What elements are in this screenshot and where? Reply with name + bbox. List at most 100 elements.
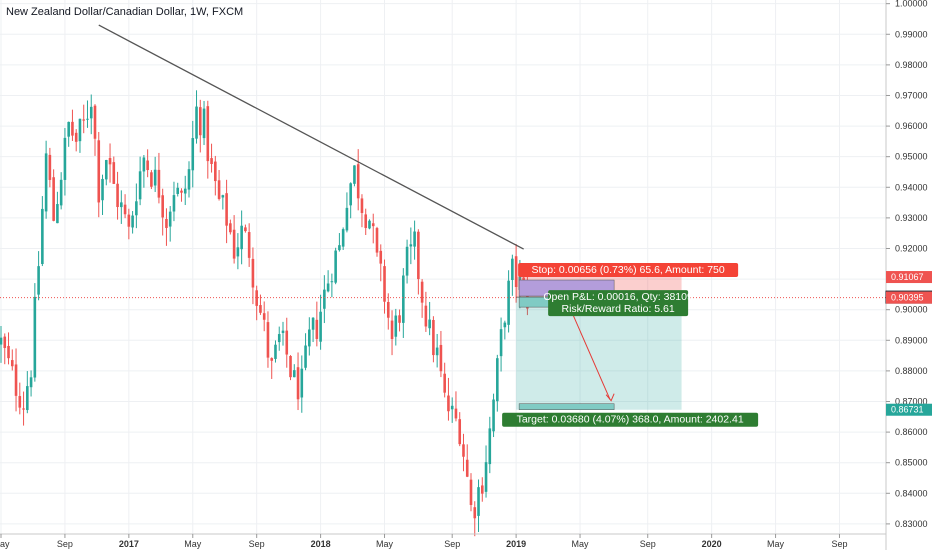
target-box xyxy=(518,403,615,410)
candle-body xyxy=(462,444,465,457)
candles xyxy=(0,90,529,537)
candle-body xyxy=(277,334,281,343)
candle-body xyxy=(251,258,255,288)
candle-body xyxy=(210,158,213,164)
candle-body xyxy=(417,231,420,280)
candle-body xyxy=(262,313,266,320)
candle-body xyxy=(97,140,101,203)
candle-body xyxy=(7,345,10,359)
candle-body xyxy=(18,396,22,408)
candle-body xyxy=(311,317,315,330)
x-tick-label: 2020 xyxy=(702,539,722,549)
candle-body xyxy=(150,172,153,187)
y-tick-label: 0.95000 xyxy=(895,152,928,162)
candle-body xyxy=(499,329,503,357)
candle-body xyxy=(74,132,78,142)
candle-body xyxy=(123,204,127,215)
candle-body xyxy=(206,106,210,162)
price-badge xyxy=(886,271,932,284)
candle-body xyxy=(33,296,37,378)
candle-body xyxy=(289,355,292,378)
candle-body xyxy=(153,169,157,186)
price-badge xyxy=(886,291,932,304)
price-badge-label: 0.90395 xyxy=(891,293,924,303)
candle-body xyxy=(29,377,33,388)
candle-body xyxy=(41,208,44,265)
candle-body xyxy=(180,190,183,193)
candle-body xyxy=(296,367,300,400)
candle-body xyxy=(420,281,424,303)
candle-body xyxy=(300,368,304,398)
candle-body xyxy=(379,250,383,264)
candle-body xyxy=(398,315,401,323)
candle-body xyxy=(112,162,116,184)
candle-body xyxy=(10,360,14,367)
candle-body xyxy=(176,187,180,194)
target-label-bg xyxy=(502,412,759,427)
candle-body xyxy=(142,157,146,172)
price-badge-label: 0.91067 xyxy=(891,272,924,282)
y-axis[interactable]: 1.00000 0.99000 0.98000 0.97000 0.96000 0.950… xyxy=(886,0,928,529)
candle-body xyxy=(285,330,289,355)
stop-label-bg xyxy=(518,263,739,278)
candle-body xyxy=(424,305,428,327)
trendline-layer xyxy=(98,24,524,250)
y-tick-label: 0.90000 xyxy=(895,305,928,315)
candle-body xyxy=(394,315,398,337)
candle-body xyxy=(458,419,462,445)
x-tick-label: Sep xyxy=(249,539,265,549)
x-tick-label: May xyxy=(184,539,202,549)
x-tick-label: May xyxy=(572,539,590,549)
candle-body xyxy=(443,373,446,393)
candle-body xyxy=(82,119,86,121)
y-tick-label: 0.96000 xyxy=(895,121,928,131)
candle-body xyxy=(225,193,228,226)
candle-body xyxy=(390,320,394,339)
candle-body xyxy=(236,247,240,257)
candle-body xyxy=(168,211,172,227)
price-badge-label: 0.86731 xyxy=(891,405,924,415)
grid xyxy=(0,0,886,534)
candle-body xyxy=(428,319,431,329)
candle-body xyxy=(187,169,191,190)
candle-body xyxy=(44,153,48,212)
candle-body xyxy=(37,266,40,295)
candle-body xyxy=(244,227,247,232)
candle-body xyxy=(127,214,131,227)
candle-body xyxy=(195,106,198,139)
position-tool[interactable]: Stop: 0.00656 (0.73%) 65.6, Amount: 750 O… xyxy=(0,263,886,427)
candle-body xyxy=(217,180,221,199)
candle-body xyxy=(14,364,18,396)
candle-body xyxy=(383,266,386,302)
candle-body xyxy=(507,280,510,325)
candle-body xyxy=(266,322,270,358)
x-axis[interactable]: May Sep 2017 May Sep 2018 May Sep 2019 May Sep 2020… xyxy=(0,534,847,549)
candle-body xyxy=(71,121,74,136)
candle-body xyxy=(26,386,29,411)
candle-body xyxy=(454,408,458,419)
candle-body xyxy=(183,188,187,194)
candle-body xyxy=(386,302,390,318)
candle-body xyxy=(157,169,161,198)
y-tick-label: 0.93000 xyxy=(895,213,928,223)
y-tick-label: 1.00000 xyxy=(895,0,928,9)
y-tick-label: 0.86000 xyxy=(895,427,928,437)
candle-body xyxy=(255,290,258,306)
target-label: Target: 0.03680 (4.07%) 368.0, Amount: 2… xyxy=(517,414,744,426)
candle-body xyxy=(229,223,232,233)
candle-body xyxy=(131,215,134,228)
candle-body xyxy=(364,214,368,228)
y-tick-label: 0.94000 xyxy=(895,182,928,192)
candle-body xyxy=(0,337,3,345)
candle-body xyxy=(270,358,274,361)
candle-body xyxy=(3,336,7,348)
y-tick-label: 0.85000 xyxy=(895,458,928,468)
candle-body xyxy=(345,207,349,231)
y-tick-label: 0.89000 xyxy=(895,335,928,345)
candle-body xyxy=(409,244,413,247)
risk-reward-label: Risk/Reward Ratio: 5.61 xyxy=(562,303,675,315)
candle-body xyxy=(522,277,525,282)
pnl-box-bg xyxy=(548,290,689,317)
